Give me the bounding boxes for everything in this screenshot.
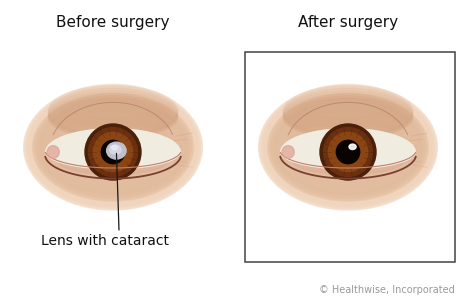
- Ellipse shape: [307, 101, 381, 117]
- Ellipse shape: [319, 124, 375, 180]
- Ellipse shape: [88, 128, 137, 176]
- Ellipse shape: [31, 92, 195, 202]
- Ellipse shape: [261, 87, 433, 207]
- Ellipse shape: [281, 146, 294, 158]
- Ellipse shape: [58, 149, 167, 174]
- Ellipse shape: [269, 95, 426, 200]
- Ellipse shape: [52, 126, 167, 142]
- Bar: [245, 52, 454, 262]
- PathPatch shape: [45, 128, 180, 169]
- Ellipse shape: [293, 149, 402, 174]
- Ellipse shape: [85, 124, 141, 180]
- Ellipse shape: [23, 84, 202, 210]
- Ellipse shape: [93, 132, 132, 172]
- Ellipse shape: [48, 96, 177, 138]
- Ellipse shape: [263, 89, 432, 206]
- Ellipse shape: [258, 84, 437, 210]
- Ellipse shape: [29, 90, 196, 204]
- Ellipse shape: [101, 140, 124, 164]
- Ellipse shape: [48, 88, 177, 137]
- Ellipse shape: [106, 142, 126, 159]
- Ellipse shape: [328, 132, 367, 172]
- Ellipse shape: [33, 93, 193, 201]
- Ellipse shape: [283, 96, 412, 138]
- Ellipse shape: [264, 90, 431, 204]
- PathPatch shape: [280, 128, 415, 169]
- Ellipse shape: [283, 86, 412, 136]
- Ellipse shape: [270, 96, 425, 198]
- Ellipse shape: [37, 98, 189, 196]
- Ellipse shape: [109, 145, 121, 154]
- Ellipse shape: [25, 86, 201, 208]
- Ellipse shape: [48, 142, 82, 162]
- Ellipse shape: [111, 145, 117, 150]
- Ellipse shape: [274, 101, 420, 194]
- Ellipse shape: [283, 91, 412, 137]
- Text: After surgery: After surgery: [297, 15, 397, 30]
- Ellipse shape: [27, 87, 199, 207]
- Text: © Healthwise, Incorporated: © Healthwise, Incorporated: [319, 285, 454, 295]
- Ellipse shape: [267, 93, 427, 201]
- Ellipse shape: [48, 91, 177, 137]
- Ellipse shape: [259, 86, 435, 208]
- Ellipse shape: [39, 99, 187, 195]
- Ellipse shape: [283, 98, 412, 139]
- Ellipse shape: [348, 144, 355, 149]
- Ellipse shape: [62, 114, 157, 130]
- Ellipse shape: [283, 93, 412, 138]
- Ellipse shape: [273, 99, 421, 195]
- Ellipse shape: [323, 128, 372, 176]
- Ellipse shape: [48, 98, 177, 139]
- Text: Before surgery: Before surgery: [56, 15, 169, 30]
- Ellipse shape: [297, 114, 392, 130]
- Ellipse shape: [283, 88, 412, 137]
- Ellipse shape: [283, 142, 317, 162]
- Ellipse shape: [48, 93, 177, 138]
- Ellipse shape: [28, 89, 197, 206]
- Ellipse shape: [47, 146, 59, 158]
- Ellipse shape: [272, 98, 423, 196]
- Ellipse shape: [48, 86, 177, 136]
- Ellipse shape: [286, 126, 402, 142]
- Ellipse shape: [72, 101, 147, 117]
- Ellipse shape: [265, 92, 429, 202]
- Ellipse shape: [34, 95, 191, 200]
- Ellipse shape: [40, 101, 185, 194]
- Ellipse shape: [336, 140, 359, 164]
- Ellipse shape: [35, 96, 190, 198]
- Text: Lens with cataract: Lens with cataract: [41, 234, 168, 248]
